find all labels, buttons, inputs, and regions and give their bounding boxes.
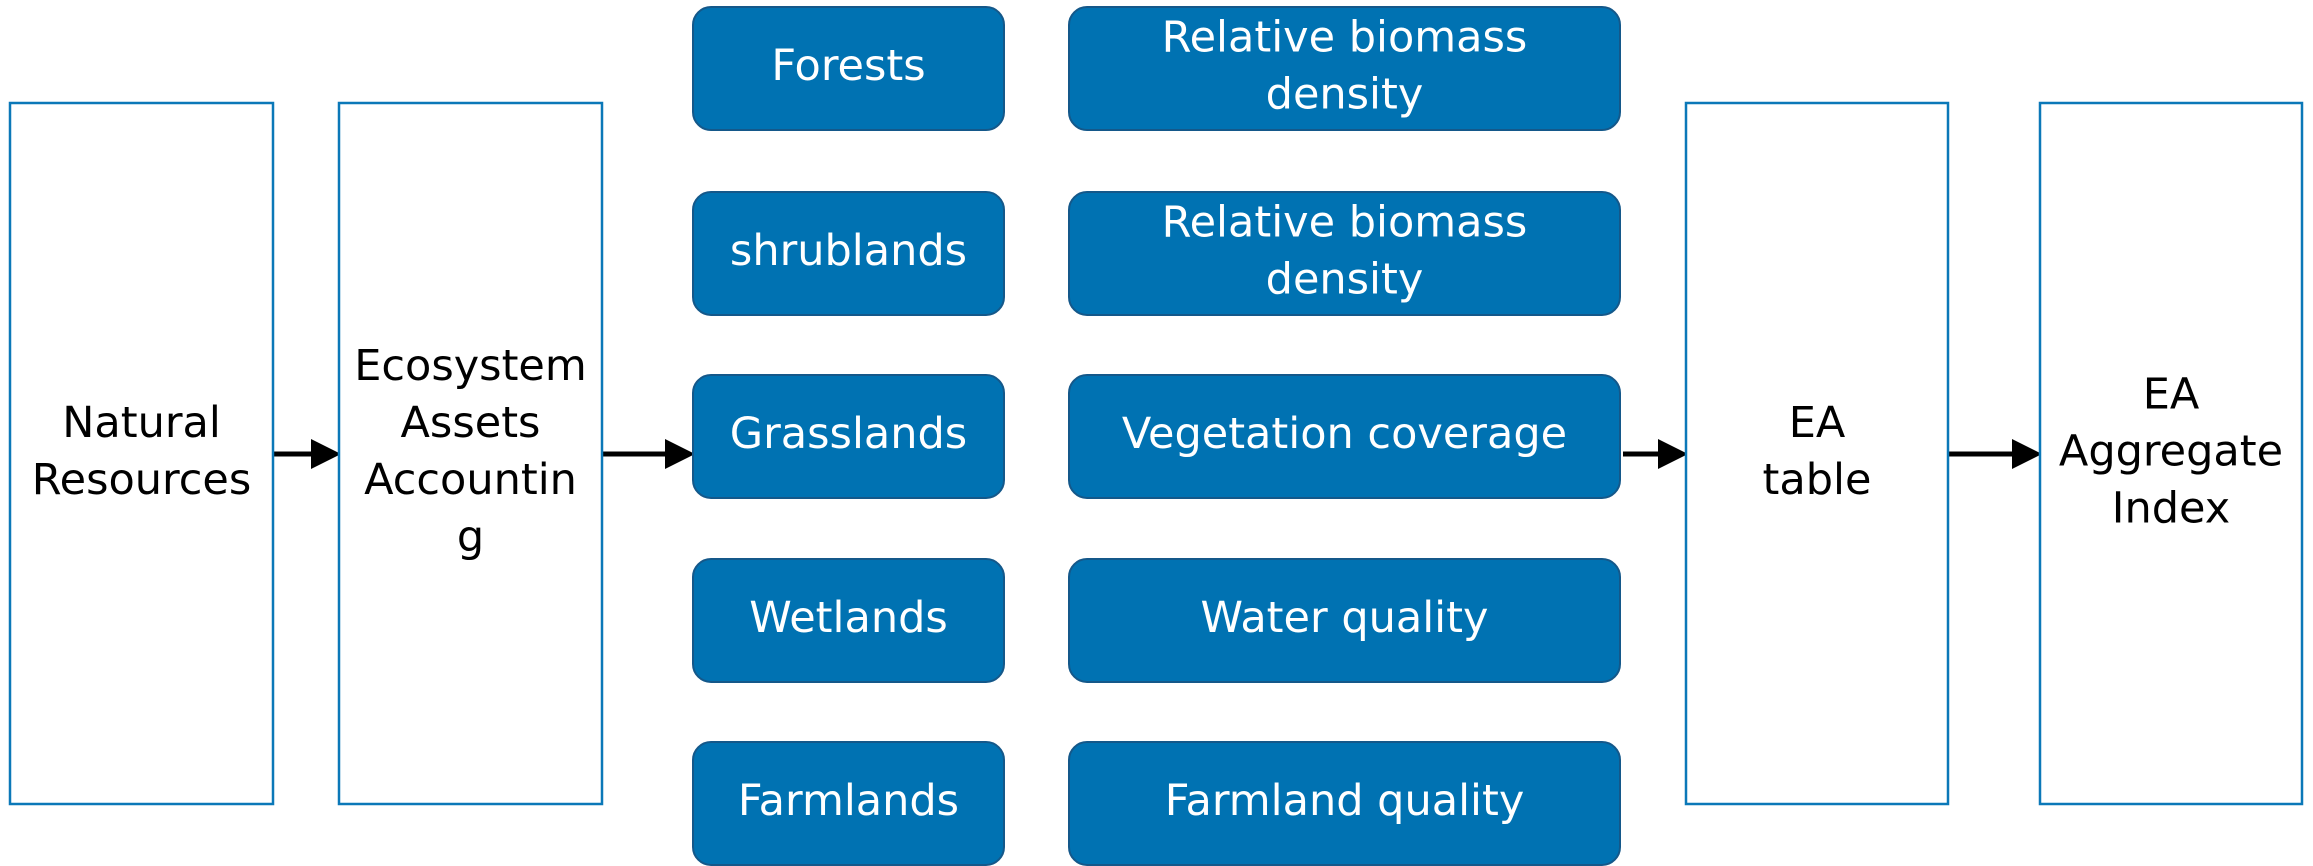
label: Water quality	[1201, 593, 1489, 643]
label: Farmlands	[738, 776, 959, 826]
ecosystem-box	[692, 741, 1005, 866]
label: Grasslands	[730, 409, 967, 459]
box	[337, 101, 604, 806]
label: Resources	[32, 455, 252, 505]
indicator-box	[1068, 6, 1621, 131]
ecosystem-box	[692, 6, 1005, 131]
ecosystem-box	[692, 191, 1005, 316]
ecosystem-box	[692, 558, 1005, 683]
box	[1684, 101, 1950, 806]
label: Relative biomass	[1162, 13, 1528, 63]
label: shrublands	[730, 226, 967, 276]
box	[2038, 101, 2304, 806]
box	[8, 101, 275, 806]
indicator-box	[1068, 741, 1621, 866]
label: Relative biomass	[1162, 198, 1528, 248]
label: EA	[1789, 398, 1846, 448]
label: density	[1266, 255, 1424, 305]
label: table	[1763, 455, 1872, 505]
label: Natural	[62, 398, 221, 448]
label: Assets	[401, 398, 541, 448]
indicator-box	[1068, 191, 1621, 316]
label: Forests	[771, 41, 925, 91]
label: Accountin	[364, 455, 577, 505]
label: Index	[2112, 484, 2230, 534]
indicator-box	[1068, 558, 1621, 683]
label: g	[457, 512, 484, 562]
label: Vegetation coverage	[1122, 409, 1567, 459]
label: Farmland quality	[1165, 776, 1525, 826]
label: EA	[2143, 370, 2200, 420]
indicator-box	[1068, 374, 1621, 499]
label: Wetlands	[749, 593, 948, 643]
label: density	[1266, 70, 1424, 120]
label: Aggregate	[2059, 427, 2283, 477]
ecosystem-box	[692, 374, 1005, 499]
label: Ecosystem	[354, 341, 587, 391]
